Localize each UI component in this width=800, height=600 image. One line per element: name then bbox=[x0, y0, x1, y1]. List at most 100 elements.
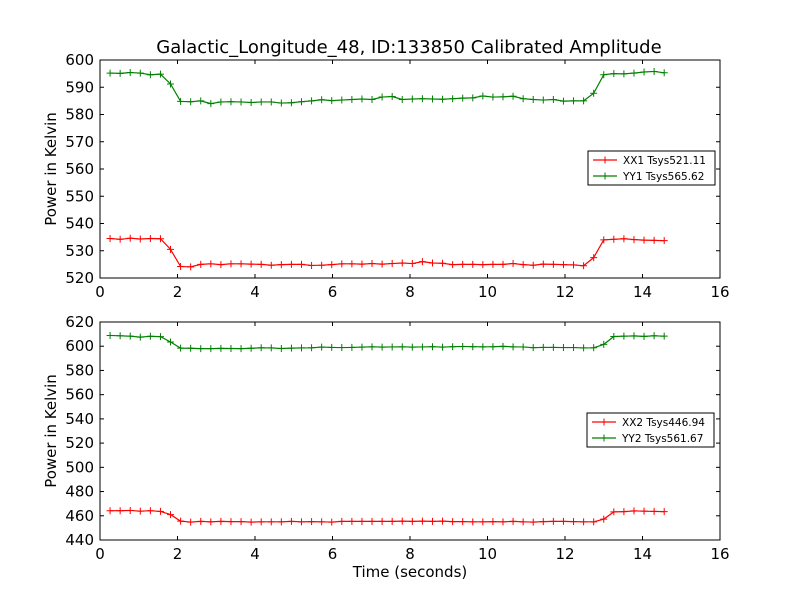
y-tick-label: 520 bbox=[65, 269, 94, 287]
data-point bbox=[408, 517, 416, 525]
data-point bbox=[167, 338, 175, 346]
data-point bbox=[136, 235, 144, 243]
data-point bbox=[378, 517, 386, 525]
data-point bbox=[499, 260, 507, 268]
series-1 bbox=[106, 506, 668, 526]
data-point bbox=[197, 345, 205, 353]
data-point bbox=[650, 236, 658, 244]
y-tick-label: 520 bbox=[65, 434, 94, 452]
x-tick-label: 2 bbox=[173, 283, 183, 301]
data-point bbox=[660, 69, 668, 77]
data-point bbox=[106, 69, 114, 77]
y-tick-label: 580 bbox=[65, 106, 94, 124]
data-point bbox=[660, 508, 668, 516]
data-point bbox=[630, 69, 638, 77]
data-point bbox=[408, 95, 416, 103]
data-point bbox=[167, 80, 175, 88]
data-point bbox=[499, 93, 507, 101]
y-tick-label: 460 bbox=[65, 507, 94, 525]
data-point bbox=[459, 94, 467, 102]
data-point bbox=[167, 245, 175, 253]
data-point bbox=[328, 97, 336, 105]
legend-label: XX2 Tsys446.94 bbox=[622, 417, 705, 429]
data-point bbox=[217, 98, 225, 106]
x-tick-label: 10 bbox=[478, 545, 497, 563]
legend-entry-1: XX1 Tsys521.11 bbox=[593, 155, 706, 167]
data-point bbox=[368, 260, 376, 268]
data-point bbox=[418, 95, 426, 103]
legend: XX1 Tsys521.11 YY1 Tsys565.62 bbox=[587, 150, 716, 186]
data-point bbox=[620, 508, 628, 516]
data-point bbox=[449, 518, 457, 526]
y-tick-label: 600 bbox=[65, 51, 94, 69]
data-point bbox=[620, 70, 628, 78]
data-point bbox=[529, 96, 537, 104]
data-point bbox=[116, 332, 124, 340]
data-point bbox=[570, 261, 578, 269]
data-point bbox=[136, 333, 144, 341]
data-point bbox=[610, 508, 618, 516]
data-point bbox=[570, 344, 578, 352]
subplot-1: 0 2 4 6 8 10 12 14 16 520 530 540 550 560 570 580 590 600… bbox=[42, 51, 730, 301]
data-point bbox=[509, 517, 517, 525]
x-tick-label: 0 bbox=[95, 545, 105, 563]
data-point bbox=[227, 518, 235, 526]
data-point bbox=[247, 518, 255, 526]
data-point bbox=[207, 518, 215, 526]
data-point bbox=[549, 96, 557, 104]
data-point bbox=[167, 511, 175, 519]
data-point bbox=[237, 260, 245, 268]
data-point bbox=[580, 518, 588, 526]
data-point bbox=[348, 260, 356, 268]
legend-entry-2: YY1 Tsys565.62 bbox=[593, 171, 704, 183]
data-point bbox=[570, 97, 578, 105]
data-point bbox=[539, 260, 547, 268]
data-point bbox=[116, 69, 124, 77]
data-point bbox=[338, 517, 346, 525]
data-point bbox=[146, 332, 154, 340]
data-point bbox=[549, 260, 557, 268]
y-axis-label: Power in Kelvin bbox=[42, 374, 60, 488]
data-point bbox=[146, 234, 154, 242]
data-point bbox=[298, 518, 305, 526]
data-point bbox=[287, 344, 295, 352]
data-point bbox=[146, 71, 154, 79]
data-point bbox=[187, 98, 195, 106]
x-tick-label: 2 bbox=[173, 545, 183, 563]
data-point bbox=[156, 507, 164, 515]
data-point bbox=[318, 518, 326, 526]
data-point bbox=[237, 518, 245, 526]
data-point bbox=[247, 260, 255, 268]
chart-title: Galactic_Longitude_48, ID:133850 Calibra… bbox=[156, 37, 661, 58]
data-point bbox=[600, 71, 608, 79]
y-tick-label: 540 bbox=[65, 215, 94, 233]
data-point bbox=[348, 96, 356, 104]
x-tick-label: 12 bbox=[555, 283, 574, 301]
series-2 bbox=[106, 67, 668, 108]
legend-marker bbox=[600, 434, 608, 442]
data-point bbox=[267, 518, 275, 526]
data-point bbox=[388, 517, 396, 525]
data-point bbox=[328, 343, 336, 351]
data-point bbox=[519, 261, 527, 269]
data-point bbox=[277, 99, 285, 107]
data-point bbox=[197, 260, 205, 268]
data-point bbox=[559, 261, 567, 269]
legend-marker bbox=[601, 156, 609, 164]
data-point bbox=[408, 343, 416, 351]
y-tick-label: 500 bbox=[65, 458, 94, 476]
data-point bbox=[338, 344, 346, 352]
data-point bbox=[479, 518, 487, 526]
data-point bbox=[459, 260, 467, 268]
data-point bbox=[529, 518, 537, 526]
data-point bbox=[459, 342, 467, 350]
data-point bbox=[308, 97, 316, 105]
data-point bbox=[368, 96, 376, 104]
data-point bbox=[177, 344, 185, 352]
data-point bbox=[489, 260, 497, 268]
x-tick-label: 6 bbox=[328, 283, 338, 301]
data-point bbox=[590, 254, 598, 262]
data-point bbox=[308, 518, 316, 526]
data-point bbox=[559, 344, 567, 352]
data-point bbox=[519, 518, 527, 526]
